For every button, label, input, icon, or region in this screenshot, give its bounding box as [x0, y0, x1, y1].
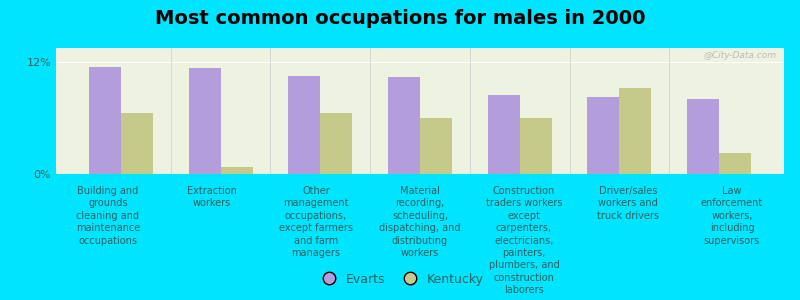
Text: Driver/sales
workers and
truck drivers: Driver/sales workers and truck drivers [597, 186, 659, 221]
Bar [587, 97, 619, 174]
Text: Law
enforcement
workers,
including
supervisors: Law enforcement workers, including super… [701, 186, 763, 246]
Bar [488, 95, 520, 174]
Text: Most common occupations for males in 2000: Most common occupations for males in 200… [154, 9, 646, 28]
Bar [388, 77, 420, 174]
Text: Construction
traders workers
except
carpenters,
electricians,
painters,
plumbers: Construction traders workers except carp… [486, 186, 562, 295]
Bar [221, 167, 253, 174]
Text: Other
management
occupations,
except farmers
and farm
managers: Other management occupations, except far… [279, 186, 353, 258]
Bar [687, 99, 719, 174]
Text: Extraction
workers: Extraction workers [187, 186, 237, 208]
Bar [520, 118, 551, 174]
Bar [719, 154, 751, 174]
Bar [420, 118, 452, 174]
Text: Material
recording,
scheduling,
dispatching, and
distributing
workers: Material recording, scheduling, dispatch… [379, 186, 461, 258]
Bar [121, 113, 153, 174]
Text: @City-Data.com: @City-Data.com [704, 50, 777, 59]
Bar [89, 67, 121, 174]
Bar [619, 88, 651, 174]
Legend: Evarts, Kentucky: Evarts, Kentucky [312, 268, 488, 291]
Bar [320, 113, 352, 174]
Bar [289, 76, 320, 174]
Text: Building and
grounds
cleaning and
maintenance
occupations: Building and grounds cleaning and mainte… [76, 186, 140, 246]
Bar [189, 68, 221, 174]
